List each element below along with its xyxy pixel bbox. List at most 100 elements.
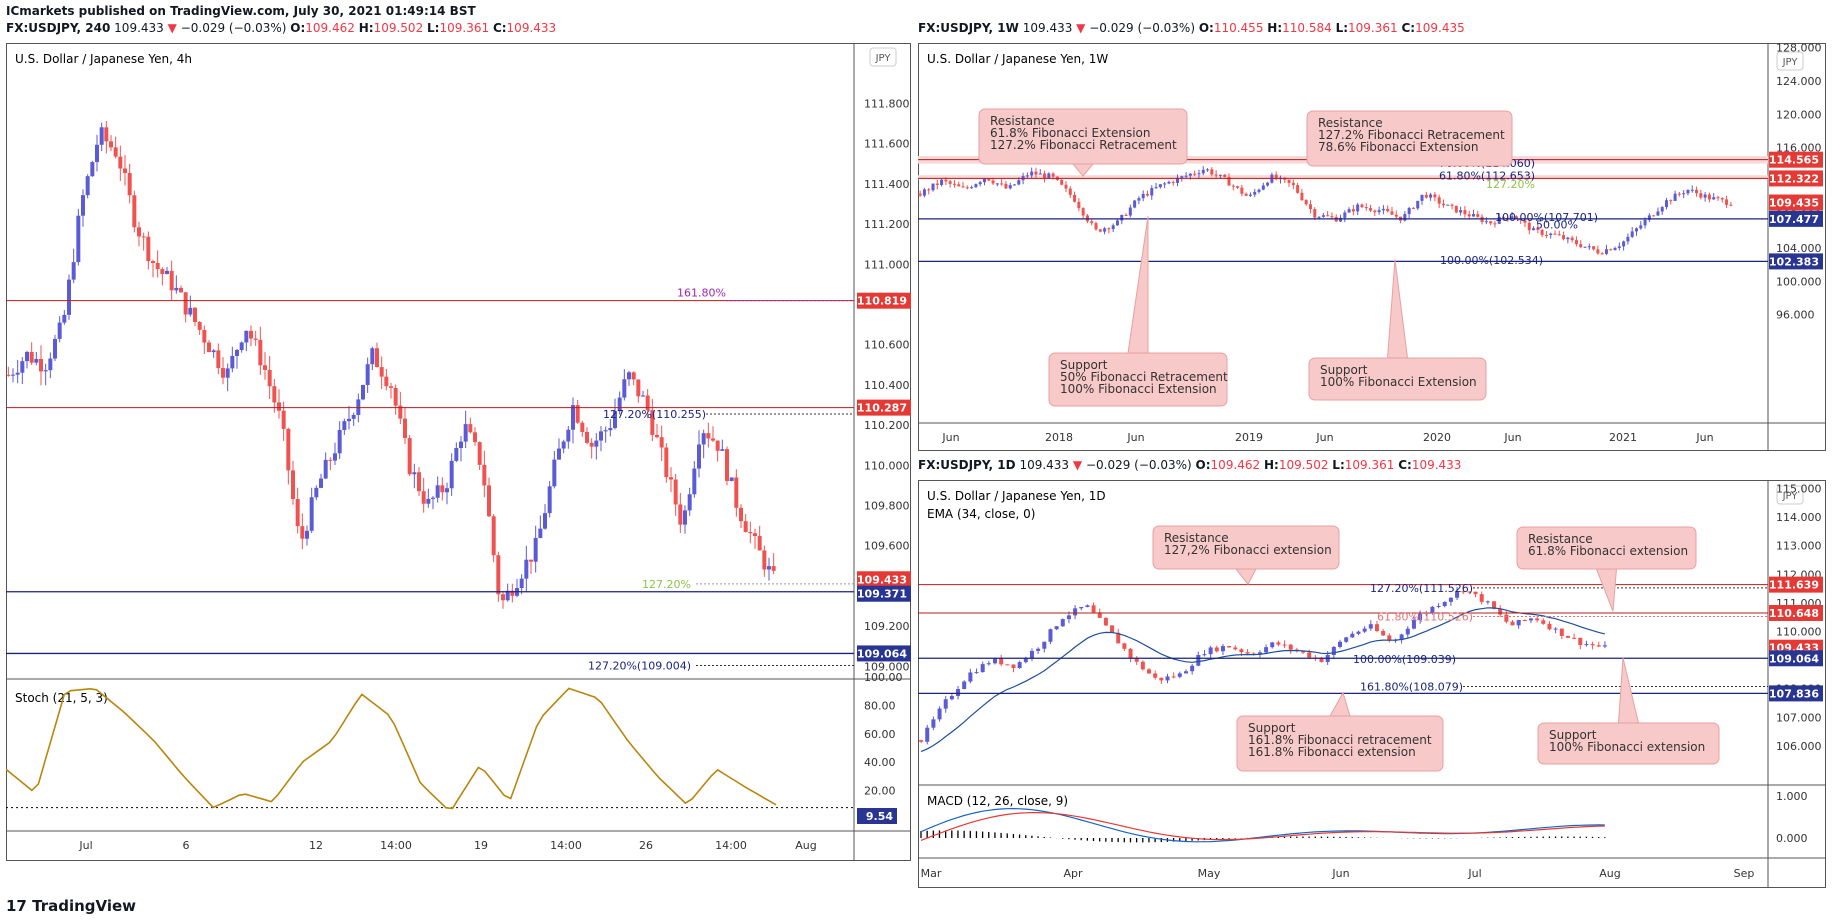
price-tag-label: 102.383	[1769, 255, 1819, 268]
candle-body	[160, 269, 165, 274]
candle-body	[1362, 628, 1367, 632]
candle-body	[748, 531, 753, 534]
candle-body	[496, 555, 501, 595]
candle-body	[757, 536, 762, 551]
candle-body	[1617, 246, 1621, 248]
callout-text: 161.8% Fibonacci extension	[1248, 745, 1416, 759]
y-tick-label: 96.000	[1776, 309, 1815, 322]
candle-body	[473, 432, 477, 443]
y-tick-label: 111.600	[864, 138, 910, 151]
candle-body	[1073, 608, 1078, 616]
open-value: 110.455	[1213, 21, 1264, 35]
price-tag	[1769, 170, 1823, 187]
callout-box	[1537, 722, 1720, 765]
candle-body	[1307, 652, 1312, 658]
y-tick-label: 110.600	[864, 339, 910, 352]
candle-body	[1098, 229, 1102, 232]
price-tag-label: 110.648	[1769, 607, 1819, 620]
candle-body	[1498, 608, 1503, 615]
candle-body	[216, 350, 221, 369]
x-tick-label: Apr	[1063, 867, 1083, 880]
candle-body	[1673, 193, 1677, 201]
candle-body	[1257, 189, 1261, 192]
x-tick-label: 2018	[1045, 431, 1073, 444]
candle-body	[715, 440, 720, 451]
candle-body	[1493, 223, 1497, 225]
callout-text: 100% Fibonacci Extension	[1320, 375, 1477, 389]
candle-body	[1029, 650, 1034, 659]
candle-body	[1081, 208, 1085, 216]
y-tick-label: 110.200	[864, 419, 910, 432]
y-tick-label: 100.00	[864, 671, 903, 684]
candle-body	[1115, 220, 1119, 226]
chart-4h[interactable]: U.S. Dollar / Japanese Yen, 4h JPY 111.8…	[6, 43, 911, 861]
x-tick-label: 12	[309, 839, 323, 852]
candle-body	[1023, 658, 1028, 663]
candle-body	[1519, 219, 1523, 221]
price-tag	[857, 292, 911, 309]
candle-body	[650, 410, 655, 435]
candle-body	[183, 292, 188, 315]
candle-body	[25, 351, 29, 362]
price-tag	[1769, 685, 1823, 702]
candle-body	[940, 179, 944, 185]
x-tick-label: Jun	[1503, 431, 1521, 444]
candle-body	[1532, 228, 1536, 231]
candle-body	[931, 719, 936, 728]
candle-body	[328, 459, 333, 461]
candle-body	[1210, 169, 1214, 175]
fib-label: 127.20%	[642, 578, 691, 591]
candle-body	[1282, 644, 1287, 646]
y-tick-label: 60.00	[864, 728, 896, 741]
last-price: 109.433	[1019, 458, 1070, 472]
y-tick-label: 110.000	[864, 459, 910, 472]
candle-body	[244, 330, 249, 343]
chart-daily[interactable]: U.S. Dollar / Japanese Yen, 1D EMA (34, …	[918, 480, 1826, 888]
candle-body	[561, 441, 566, 449]
y-tick-label: 1.000	[1776, 790, 1808, 803]
candle-body	[1066, 615, 1071, 620]
candle-body	[263, 365, 267, 370]
candle-body	[1331, 646, 1336, 655]
candle-body	[1578, 637, 1583, 646]
candle-body	[1326, 215, 1330, 217]
candle-body	[1218, 174, 1222, 176]
candle-body	[1214, 174, 1218, 176]
currency-badge[interactable]: JPY	[1782, 57, 1799, 68]
candle-body	[980, 664, 985, 673]
fib-label: 127.20%(109.004)	[588, 659, 691, 672]
x-tick-label: Sep	[1734, 867, 1755, 880]
x-tick-label: 2021	[1609, 431, 1637, 444]
candle-body	[1602, 645, 1607, 647]
candle-body	[1239, 649, 1244, 653]
tradingview-logo[interactable]: 𝟭𝟳 TradingView	[6, 897, 137, 915]
candle-body	[1167, 181, 1171, 184]
candle-body	[1566, 237, 1570, 240]
callout-box	[1048, 352, 1228, 407]
callout-text: Resistance	[1318, 116, 1383, 130]
candle-body	[753, 533, 757, 537]
currency-badge[interactable]: JPY	[875, 53, 892, 64]
weekly-symbol-line: FX:USDJPY, 1W 109.433 ▼ −0.029 (−0.03%) …	[918, 21, 1465, 35]
chart-weekly[interactable]: U.S. Dollar / Japanese Yen, 1W JPY 128.0…	[918, 43, 1826, 451]
candle-body	[1416, 200, 1420, 209]
x-tick-label: 2019	[1235, 431, 1263, 444]
down-arrow-icon: ▼	[1076, 21, 1086, 35]
price-tag-label: 107.477	[1769, 213, 1819, 226]
candle-body	[603, 430, 608, 432]
candle-body	[687, 494, 692, 511]
candle-body	[1484, 221, 1488, 223]
candle-body	[1553, 628, 1558, 630]
candle-body	[95, 144, 99, 163]
candle-body	[952, 183, 956, 185]
candle-body	[1356, 204, 1360, 212]
candle-body	[1527, 222, 1531, 231]
candle-body	[1411, 207, 1415, 209]
currency-badge[interactable]: JPY	[1782, 491, 1799, 502]
candle-body	[711, 438, 715, 441]
candle-body	[957, 184, 961, 187]
candle-body	[1350, 633, 1355, 638]
candle-body	[1111, 225, 1115, 230]
candle-body	[258, 339, 263, 366]
candle-body	[743, 521, 748, 532]
